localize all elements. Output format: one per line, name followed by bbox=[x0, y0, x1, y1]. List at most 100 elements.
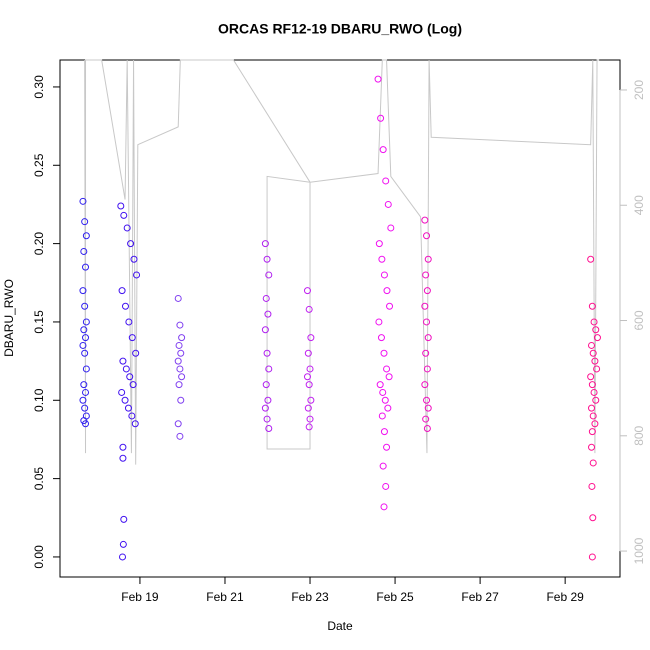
point bbox=[177, 349, 185, 357]
point bbox=[588, 553, 596, 561]
point bbox=[303, 373, 311, 381]
point bbox=[589, 349, 597, 357]
point bbox=[379, 388, 387, 396]
point bbox=[588, 381, 596, 389]
point bbox=[378, 255, 386, 263]
y-tick-label: 0.15 bbox=[32, 310, 46, 334]
point bbox=[305, 381, 313, 389]
point bbox=[423, 396, 431, 404]
point bbox=[385, 373, 393, 381]
point bbox=[79, 341, 87, 349]
point bbox=[117, 202, 125, 210]
point bbox=[384, 404, 392, 412]
point bbox=[306, 415, 314, 423]
point bbox=[421, 302, 429, 310]
point bbox=[376, 381, 384, 389]
point bbox=[304, 404, 312, 412]
y2-tick-label: 800 bbox=[632, 425, 646, 445]
point bbox=[176, 365, 184, 373]
point bbox=[262, 294, 270, 302]
point bbox=[265, 271, 273, 279]
point bbox=[265, 365, 273, 373]
point bbox=[380, 349, 388, 357]
point bbox=[176, 432, 184, 440]
point bbox=[119, 553, 127, 561]
point bbox=[589, 459, 597, 467]
point bbox=[423, 287, 431, 295]
point bbox=[387, 224, 395, 232]
x-tick-label: Feb 23 bbox=[291, 590, 329, 604]
point bbox=[178, 373, 186, 381]
x-tick-label: Feb 21 bbox=[206, 590, 244, 604]
point bbox=[177, 396, 185, 404]
point bbox=[79, 396, 87, 404]
point bbox=[132, 349, 140, 357]
point bbox=[307, 334, 315, 342]
point bbox=[592, 326, 600, 334]
point bbox=[588, 482, 596, 490]
point bbox=[588, 404, 596, 412]
point bbox=[176, 321, 184, 329]
x-tick-label: Feb 25 bbox=[376, 590, 414, 604]
point bbox=[421, 216, 429, 224]
point bbox=[82, 263, 90, 271]
point bbox=[261, 326, 269, 334]
point bbox=[378, 412, 386, 420]
point bbox=[587, 373, 595, 381]
point bbox=[133, 271, 141, 279]
point bbox=[374, 75, 382, 83]
chart-title: ORCAS RF12-19 DBARU_RWO (Log) bbox=[218, 21, 462, 37]
y-tick-label: 0.20 bbox=[32, 232, 46, 256]
point bbox=[422, 349, 430, 357]
point bbox=[423, 232, 431, 240]
x-tick-label: Feb 29 bbox=[546, 590, 584, 604]
point bbox=[591, 357, 599, 365]
point bbox=[119, 443, 127, 451]
point bbox=[174, 420, 182, 428]
point bbox=[380, 503, 388, 511]
point bbox=[118, 388, 126, 396]
point bbox=[82, 365, 90, 373]
point bbox=[593, 334, 601, 342]
point bbox=[422, 415, 430, 423]
point bbox=[261, 404, 269, 412]
point bbox=[589, 514, 597, 522]
point bbox=[80, 326, 88, 334]
point bbox=[303, 287, 311, 295]
point bbox=[120, 211, 128, 219]
point bbox=[423, 318, 431, 326]
point bbox=[382, 482, 390, 490]
x-tick-label: Feb 19 bbox=[121, 590, 159, 604]
y2-tick-label: 600 bbox=[632, 310, 646, 330]
pressure-line bbox=[84, 59, 600, 465]
point bbox=[421, 381, 429, 389]
point bbox=[379, 146, 387, 154]
point bbox=[121, 396, 129, 404]
point bbox=[383, 287, 391, 295]
point bbox=[120, 515, 128, 523]
x-tick-label: Feb 27 bbox=[461, 590, 499, 604]
point bbox=[588, 443, 596, 451]
point bbox=[82, 232, 90, 240]
point bbox=[588, 302, 596, 310]
y-tick-label: 0.05 bbox=[32, 467, 46, 491]
point bbox=[306, 365, 314, 373]
point bbox=[128, 412, 136, 420]
point bbox=[305, 423, 313, 431]
point bbox=[379, 462, 387, 470]
point bbox=[422, 271, 430, 279]
point bbox=[593, 365, 601, 373]
y2-tick-label: 1000 bbox=[632, 537, 646, 564]
point bbox=[424, 404, 432, 412]
point bbox=[383, 443, 391, 451]
point bbox=[127, 240, 135, 248]
point bbox=[82, 334, 90, 342]
point bbox=[81, 218, 89, 226]
point bbox=[81, 404, 89, 412]
point bbox=[589, 412, 597, 420]
point bbox=[383, 365, 391, 373]
point bbox=[375, 240, 383, 248]
point bbox=[263, 415, 271, 423]
point bbox=[307, 396, 315, 404]
